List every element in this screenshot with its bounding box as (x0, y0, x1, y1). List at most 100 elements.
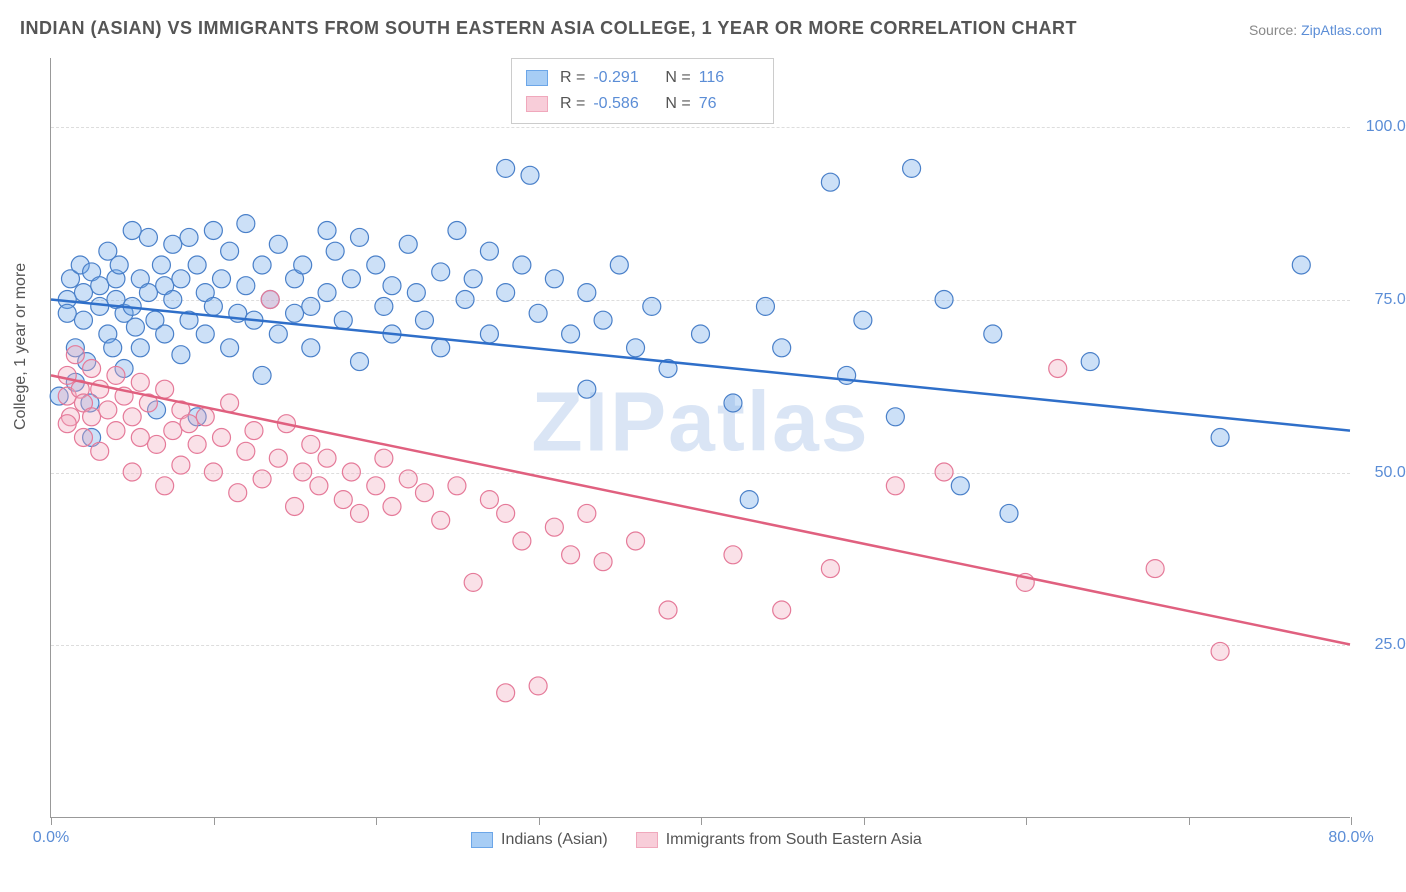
data-point (383, 277, 401, 295)
data-point (91, 277, 109, 295)
data-point (1146, 560, 1164, 578)
data-point (126, 318, 144, 336)
data-point (188, 435, 206, 453)
data-point (432, 263, 450, 281)
stat-label-r: R = (560, 95, 585, 113)
y-axis-label: College, 1 year or more (12, 263, 30, 430)
data-point (448, 477, 466, 495)
legend-item: Immigrants from South Eastern Asia (636, 831, 922, 849)
data-point (123, 408, 141, 426)
data-point (367, 256, 385, 274)
swatch-icon (636, 832, 658, 848)
source-link[interactable]: ZipAtlas.com (1301, 22, 1382, 38)
data-point (123, 463, 141, 481)
data-point (415, 311, 433, 329)
data-point (91, 442, 109, 460)
data-point (432, 339, 450, 357)
data-point (756, 297, 774, 315)
data-point (152, 256, 170, 274)
data-point (383, 498, 401, 516)
data-point (156, 380, 174, 398)
data-point (513, 532, 531, 550)
data-point (1000, 504, 1018, 522)
data-point (318, 222, 336, 240)
data-point (172, 346, 190, 364)
data-point (131, 373, 149, 391)
data-point (58, 415, 76, 433)
data-point (351, 353, 369, 371)
swatch-icon (526, 96, 548, 112)
data-point (521, 166, 539, 184)
data-point (375, 297, 393, 315)
data-point (269, 235, 287, 253)
data-point (196, 408, 214, 426)
data-point (237, 215, 255, 233)
stat-n-value: 116 (699, 69, 759, 87)
data-point (74, 429, 92, 447)
swatch-icon (471, 832, 493, 848)
legend-stats-row: R = -0.291 N = 116 (526, 65, 759, 91)
data-point (286, 498, 304, 516)
data-point (131, 339, 149, 357)
x-tick (1026, 817, 1027, 825)
stat-r-value: -0.291 (593, 69, 653, 87)
data-point (562, 546, 580, 564)
x-tick (701, 817, 702, 825)
source-attribution: Source: ZipAtlas.com (1249, 22, 1382, 38)
legend-label: Indians (Asian) (501, 831, 608, 849)
data-point (886, 477, 904, 495)
data-point (302, 339, 320, 357)
data-point (399, 470, 417, 488)
data-point (724, 394, 742, 412)
data-point (180, 415, 198, 433)
chart-svg (51, 58, 1350, 817)
data-point (838, 366, 856, 384)
data-point (659, 601, 677, 619)
data-point (497, 284, 515, 302)
data-point (164, 291, 182, 309)
y-tick-label: 50.0% (1375, 464, 1406, 482)
data-point (562, 325, 580, 343)
data-point (172, 270, 190, 288)
x-tick (864, 817, 865, 825)
y-tick-label: 100.0% (1366, 118, 1406, 136)
data-point (578, 504, 596, 522)
data-point (237, 277, 255, 295)
data-point (578, 380, 596, 398)
data-point (58, 366, 76, 384)
data-point (213, 429, 231, 447)
data-point (415, 484, 433, 502)
data-point (594, 553, 612, 571)
data-point (180, 228, 198, 246)
data-point (99, 401, 117, 419)
data-point (196, 325, 214, 343)
data-point (1211, 642, 1229, 660)
data-point (497, 159, 515, 177)
data-point (204, 297, 222, 315)
data-point (156, 325, 174, 343)
data-point (643, 297, 661, 315)
data-point (131, 429, 149, 447)
legend-bottom: Indians (Asian) Immigrants from South Ea… (471, 831, 922, 849)
data-point (627, 339, 645, 357)
x-tick (1351, 817, 1352, 825)
data-point (269, 325, 287, 343)
chart-title: INDIAN (ASIAN) VS IMMIGRANTS FROM SOUTH … (20, 18, 1077, 39)
data-point (139, 228, 157, 246)
data-point (610, 256, 628, 274)
data-point (432, 511, 450, 529)
data-point (148, 435, 166, 453)
stat-r-value: -0.586 (593, 95, 653, 113)
data-point (221, 242, 239, 260)
x-tick-label: 80.0% (1328, 829, 1373, 847)
x-tick (51, 817, 52, 825)
data-point (74, 311, 92, 329)
x-tick (539, 817, 540, 825)
data-point (213, 270, 231, 288)
data-point (545, 518, 563, 536)
data-point (245, 422, 263, 440)
data-point (903, 159, 921, 177)
data-point (351, 228, 369, 246)
data-point (545, 270, 563, 288)
data-point (724, 546, 742, 564)
